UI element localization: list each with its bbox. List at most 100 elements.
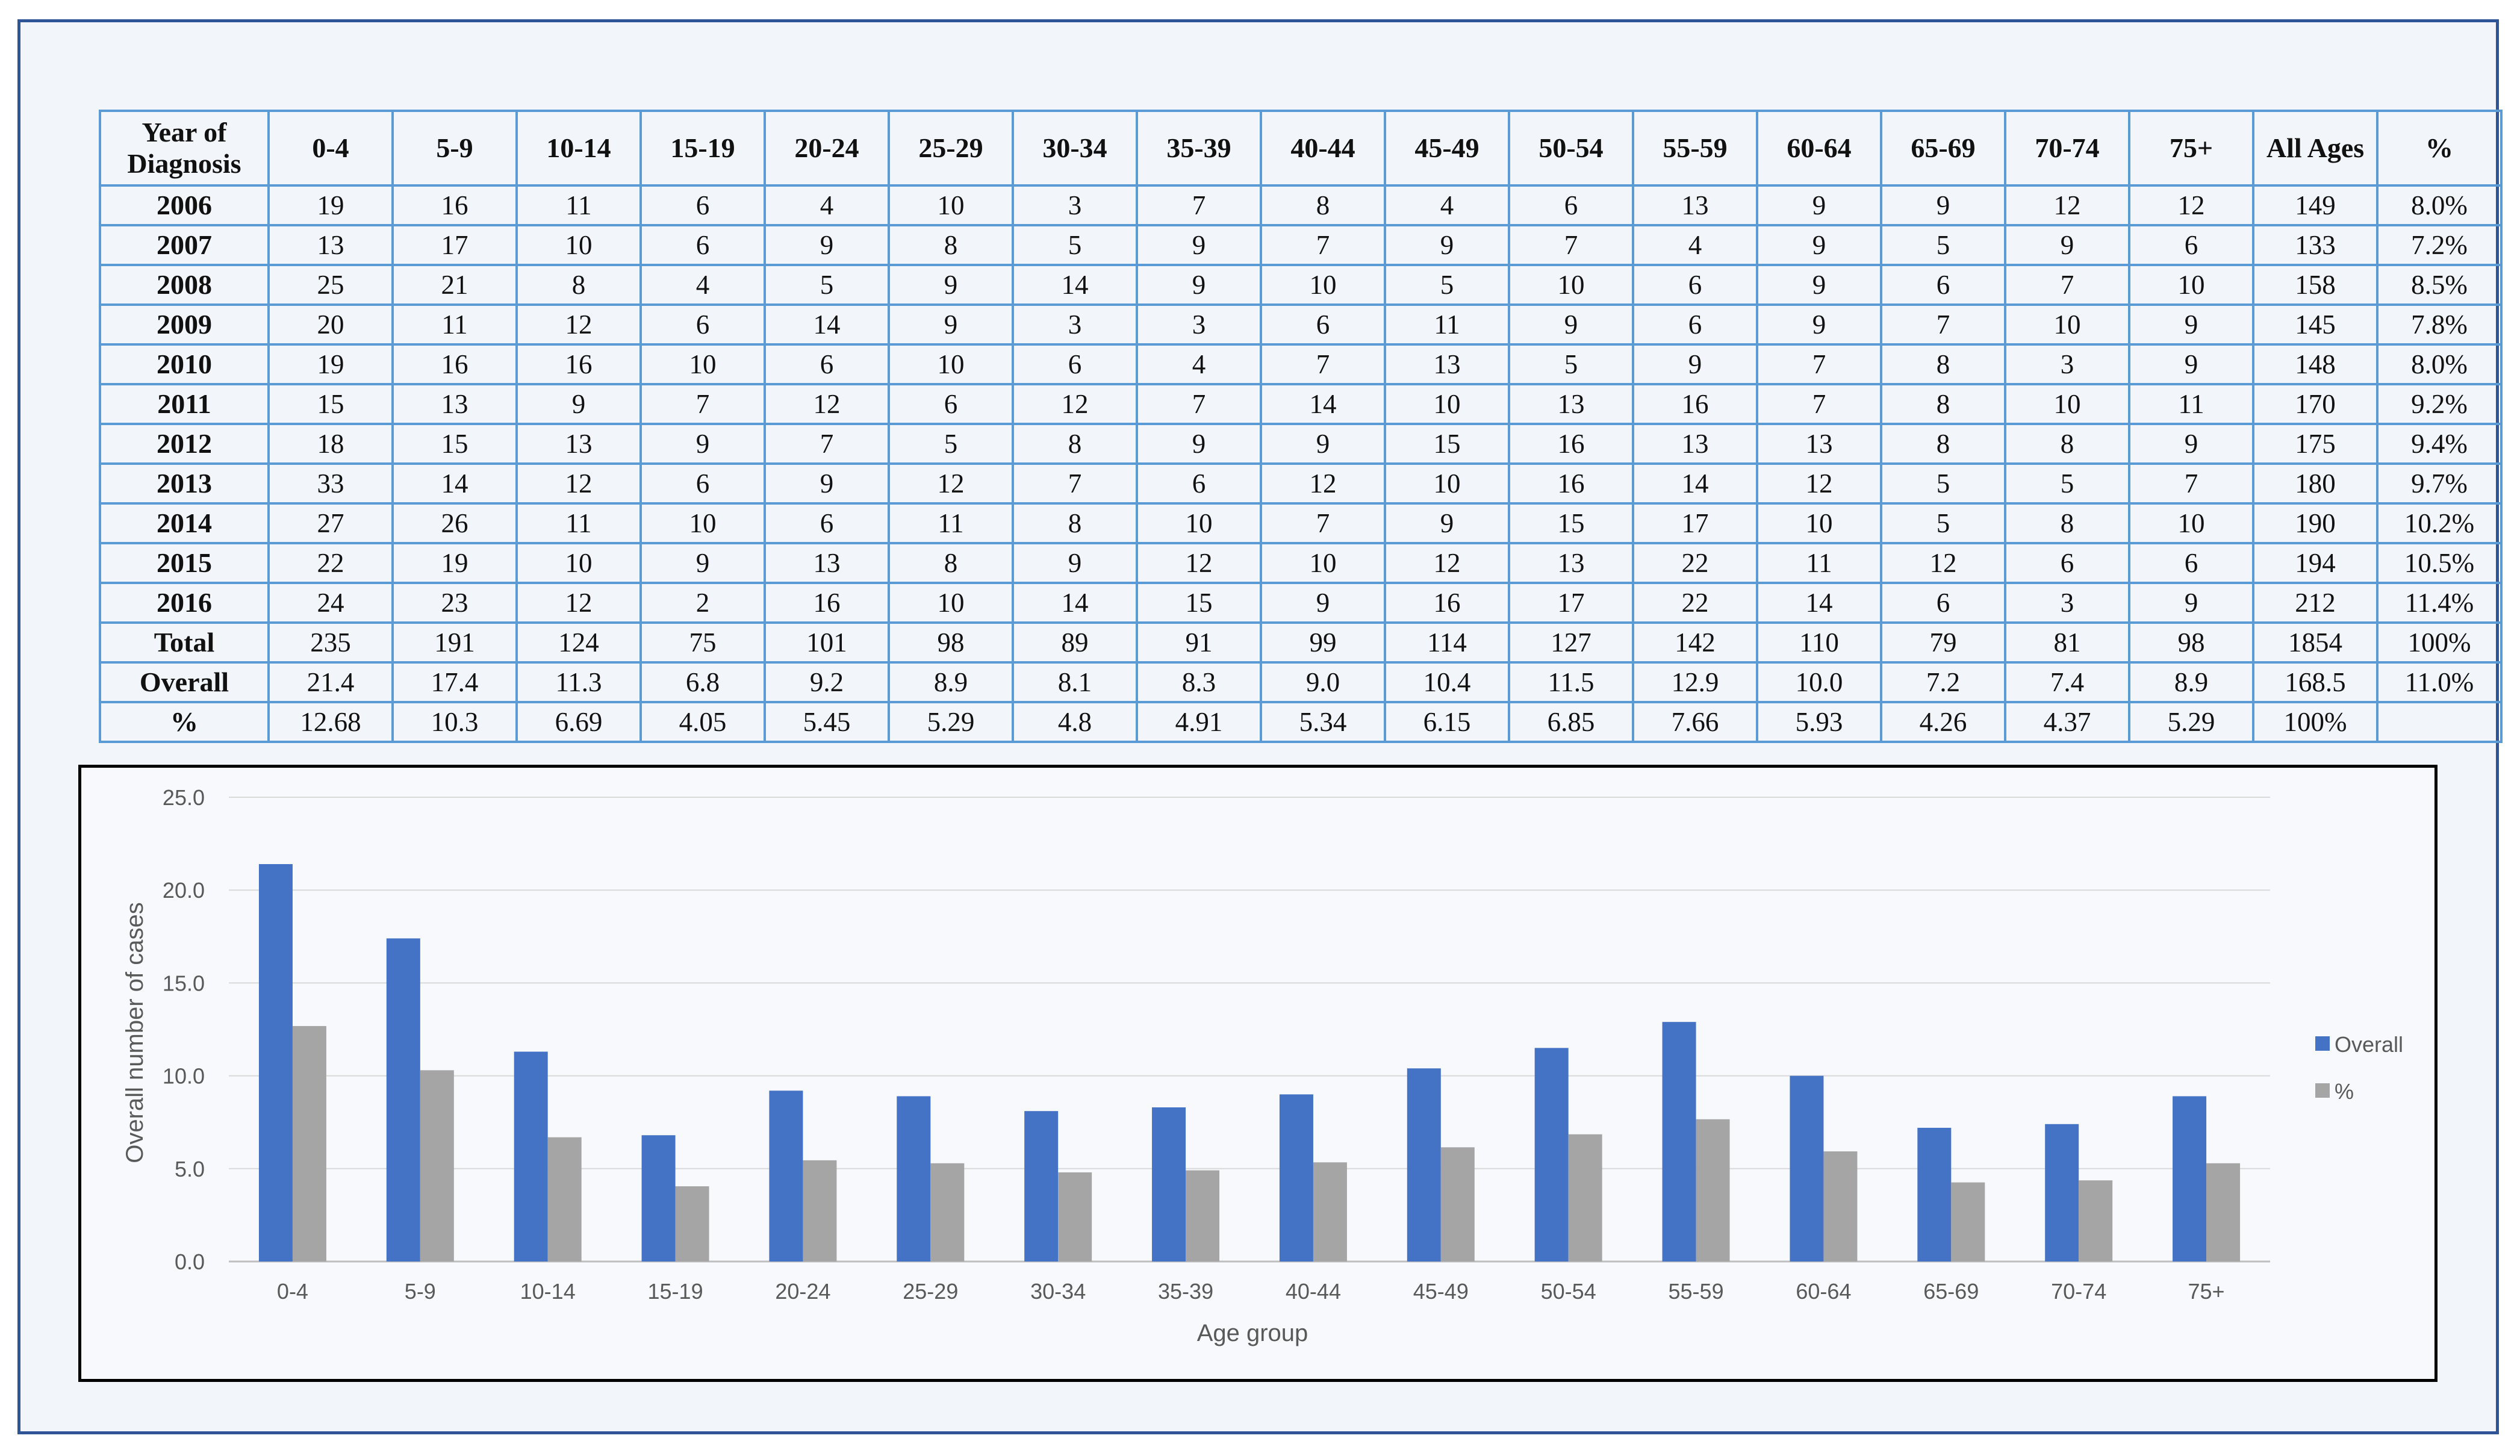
- table-cell: 16: [1508, 462, 1634, 505]
- bar-overall-45-49: [1407, 1068, 1441, 1262]
- table-cell: 3: [2004, 343, 2130, 385]
- table-cell: 5: [2004, 462, 2130, 505]
- column-header: 30-34: [1012, 110, 1138, 187]
- table-cell: 8.0%: [2376, 343, 2503, 385]
- table-cell: 13: [764, 542, 890, 584]
- table-cell: 4.91: [1136, 701, 1262, 743]
- table-cell: 4: [1384, 184, 1510, 226]
- table-cell: 5.45: [764, 701, 890, 743]
- table-cell: 7: [1880, 303, 2006, 346]
- table-cell: 3: [1012, 303, 1138, 346]
- table-cell: 11: [391, 303, 518, 346]
- bar-percent-65-69: [1951, 1182, 1985, 1262]
- table-cell: 10: [2004, 303, 2130, 346]
- x-tick-label: 5-9: [405, 1279, 436, 1304]
- table-cell: 6: [2128, 542, 2254, 584]
- table-cell: 9.2%: [2376, 383, 2503, 425]
- bar-percent-10-14: [547, 1137, 582, 1262]
- table-cell: 13: [1384, 343, 1510, 385]
- table-cell: 8: [1012, 423, 1138, 465]
- table-cell: 9: [1756, 303, 1882, 346]
- y-tick-label: 15.0: [163, 971, 205, 995]
- table-cell: 20: [267, 303, 394, 346]
- table-cell: 10.3: [391, 701, 518, 743]
- row-label: Overall: [99, 661, 270, 703]
- table-cell: 6: [1632, 303, 1758, 346]
- table-cell: 15: [1508, 502, 1634, 544]
- table-row: 2007 13 17 10 6 9 8 5 9 7 9 7 4 9 5 9 6 133 7.2%: [99, 224, 2503, 266]
- table-cell: 9: [1136, 224, 1262, 266]
- table-cell: 21.4: [267, 661, 394, 703]
- table-cell: 7.66: [1632, 701, 1758, 743]
- x-tick-label: 10-14: [520, 1279, 576, 1304]
- table-row: 2006 19 16 11 6 4 10 3 7 8 4 6 13 9 9 12 12 149 8.0%: [99, 184, 2503, 226]
- bar-overall-35-39: [1152, 1107, 1186, 1262]
- table-cell: 175: [2252, 423, 2378, 465]
- bars: [258, 864, 2241, 1262]
- table-cell: 11: [515, 502, 642, 544]
- table-cell: 16: [391, 184, 518, 226]
- bar-overall-5-9: [386, 938, 420, 1262]
- table-cell: 6.8: [639, 661, 766, 703]
- column-header: 65-69: [1880, 110, 2006, 187]
- table-cell: 6: [888, 383, 1014, 425]
- table-cell: 4.8: [1012, 701, 1138, 743]
- table-cell: 10.0: [1756, 661, 1882, 703]
- table-cell: 9: [1632, 343, 1758, 385]
- table-cell: 9: [1260, 582, 1386, 624]
- table-cell: 9: [515, 383, 642, 425]
- table-row: 2012 18 15 13 9 7 5 8 9 9 15 16 13 13 8 8 9 175 9.4%: [99, 423, 2503, 465]
- table-cell: 5: [1880, 502, 2006, 544]
- table-cell: 212: [2252, 582, 2378, 624]
- table-cell: 145: [2252, 303, 2378, 346]
- table-cell: 6: [639, 303, 766, 346]
- table-cell: 7: [2128, 462, 2254, 505]
- table-cell: 9: [1756, 264, 1882, 306]
- table-cell: 12: [515, 582, 642, 624]
- table-cell: 6: [1508, 184, 1634, 226]
- table-cell: 6: [1260, 303, 1386, 346]
- bar-overall-20-24: [769, 1090, 803, 1262]
- table-cell: 11: [1384, 303, 1510, 346]
- table-cell: 2: [639, 582, 766, 624]
- table-cell: 6: [1880, 264, 2006, 306]
- table-cell: 9: [1136, 423, 1262, 465]
- table-cell: 8: [2004, 423, 2130, 465]
- table-cell: 12: [1260, 462, 1386, 505]
- y-tick-label: 0.0: [175, 1249, 205, 1274]
- table-cell: 9: [1260, 423, 1386, 465]
- column-header: 75+: [2128, 110, 2254, 187]
- x-tick-label: 65-69: [1923, 1279, 1979, 1304]
- table-cell: 14: [1260, 383, 1386, 425]
- table-cell: 8: [1880, 423, 2006, 465]
- table-cell: 7: [1260, 224, 1386, 266]
- column-header: 55-59: [1632, 110, 1758, 187]
- table-cell: 10: [2128, 264, 2254, 306]
- table-cell: 33: [267, 462, 394, 505]
- table-cell: 18: [267, 423, 394, 465]
- column-header: 10-14: [515, 110, 642, 187]
- table-cell: 7.4: [2004, 661, 2130, 703]
- table-cell: 16: [515, 343, 642, 385]
- table-cell: 13: [1508, 383, 1634, 425]
- incidence-table: Year of Diagnosis 0-4 5-9 10-14 15-19 20-24 25…: [99, 110, 2503, 743]
- table-cell: 21: [391, 264, 518, 306]
- table-cell: 7.2: [1880, 661, 2006, 703]
- table-cell: 12: [2128, 184, 2254, 226]
- table-cell: 180: [2252, 462, 2378, 505]
- bar-chart: 0.0 5.0 10.0 15.0 20.0 25.0 0-4 5-9 10-14 15-19 20…: [122, 785, 2403, 1346]
- table-cell: 4: [764, 184, 890, 226]
- table-cell: 8: [1880, 343, 2006, 385]
- table-cell: 10.4: [1384, 661, 1510, 703]
- table-cell: 11.4%: [2376, 582, 2503, 624]
- table-cell: 9: [2004, 224, 2130, 266]
- table-cell: 6: [2004, 542, 2130, 584]
- table-cell: 13: [1508, 542, 1634, 584]
- bar-overall-55-59: [1662, 1022, 1696, 1262]
- table-cell: 194: [2252, 542, 2378, 584]
- table-cell: 127: [1508, 621, 1634, 664]
- x-tick-label: 60-64: [1796, 1279, 1851, 1304]
- table-cell: 8: [1012, 502, 1138, 544]
- x-tick-label: 15-19: [648, 1279, 703, 1304]
- bar-percent-5-9: [420, 1070, 454, 1262]
